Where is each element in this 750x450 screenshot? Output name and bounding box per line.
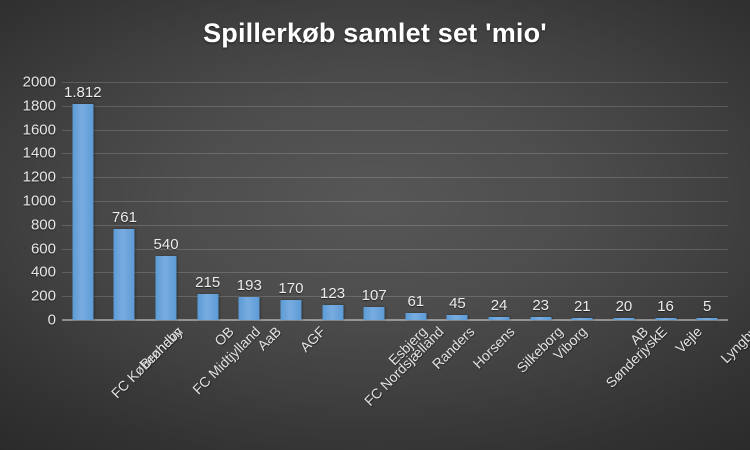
bar-group: 24: [478, 82, 520, 320]
x-axis-line: [62, 319, 728, 321]
y-axis-tick-label: 1000: [22, 192, 56, 210]
bar-group: 5: [686, 82, 728, 320]
y-axis-tick-label: 1600: [22, 121, 56, 139]
x-axis: FC København Brøndby FC Midtjylland OB AaB AG…: [62, 323, 750, 444]
bar[interactable]: [655, 318, 677, 320]
gridline: [62, 105, 728, 107]
bar-value-label: 5: [703, 298, 712, 315]
y-axis-tick-label: 200: [30, 287, 56, 305]
bar[interactable]: [696, 318, 718, 320]
bar[interactable]: [488, 317, 510, 320]
y-axis-tick-label: 800: [30, 216, 56, 234]
bar-group: 23: [520, 82, 562, 320]
bar-value-label: 123: [320, 285, 346, 303]
bar[interactable]: [280, 299, 302, 320]
gridline: [62, 272, 728, 274]
y-axis-tick-label: 0: [47, 311, 56, 329]
bar[interactable]: [363, 307, 385, 320]
y-axis-tick-label: 1200: [22, 168, 56, 186]
bar-group: 107: [353, 82, 395, 320]
bar[interactable]: [155, 255, 177, 320]
x-axis-tick-label: Vejle: [671, 323, 705, 357]
gridline: [62, 201, 728, 202]
bar-value-label: 61: [407, 292, 425, 310]
bar-group: 215: [187, 82, 229, 320]
bar-value-label: 170: [278, 279, 304, 297]
x-axis-tick-label: Lyngby: [717, 323, 750, 367]
x-axis-tick-label: AGF: [296, 323, 329, 355]
plot-area: 1.812 761 540 215 193 170 123 107 61 45 24 23 21 20 16…: [62, 82, 728, 321]
bar-value-label: 107: [361, 287, 387, 305]
bar[interactable]: [322, 305, 344, 320]
gridline: [62, 82, 728, 83]
bar-value-label: 24: [490, 297, 508, 315]
y-axis-tick-label: 2000: [22, 73, 56, 91]
bar[interactable]: [113, 229, 135, 320]
x-axis-tick-label: Brøndby: [137, 323, 186, 373]
gridline: [62, 177, 728, 179]
bar-value-label: 761: [111, 209, 137, 227]
x-axis-tick-label: AaB: [254, 323, 285, 354]
bar[interactable]: [613, 317, 635, 320]
x-axis-tick-label: FC Nordsjælland: [360, 323, 447, 409]
bar-value-label: 20: [615, 297, 633, 315]
gridline: [62, 129, 728, 131]
bar-value-label: 23: [532, 297, 550, 315]
bar-value-label: 215: [195, 274, 221, 292]
bar-group: 20: [603, 82, 645, 320]
bar-value-label: 45: [449, 294, 466, 312]
y-axis-tick-label: 1800: [22, 97, 56, 115]
bar-group: 170: [270, 82, 312, 320]
bar[interactable]: [530, 317, 552, 320]
bar[interactable]: [405, 312, 427, 320]
gridline: [62, 248, 728, 250]
x-axis-tick-label: Horsens: [470, 323, 519, 372]
bar-group: 123: [312, 82, 354, 320]
y-axis-tick-label: 400: [30, 263, 56, 281]
bar-group: 21: [562, 82, 604, 320]
gridline: [62, 153, 728, 155]
bar-group: 16: [645, 82, 687, 320]
bar-value-label: 16: [657, 298, 674, 315]
y-axis-tick-label: 1400: [22, 144, 56, 162]
bar[interactable]: [197, 294, 219, 320]
bar[interactable]: [238, 297, 260, 320]
bar[interactable]: [72, 104, 94, 320]
bar[interactable]: [571, 317, 593, 320]
bar-value-label: 193: [236, 277, 262, 295]
bar-group: 61: [395, 82, 437, 320]
bar-group: 1.812: [62, 82, 104, 320]
bar-value-label: 540: [153, 235, 179, 253]
bar-group: 540: [145, 82, 187, 320]
gridline: [62, 224, 728, 226]
y-axis: 0 200 400 600 800 1000 1200 1400 1600 1800 2000: [0, 75, 56, 328]
bar-group: 761: [104, 82, 146, 320]
bar-group: 45: [437, 82, 479, 320]
chart-title: Spillerkøb samlet set 'mio': [203, 18, 547, 48]
gridline: [62, 296, 728, 298]
bar-group: 193: [229, 82, 271, 320]
bar-value-label: 1.812: [64, 84, 102, 102]
bar-value-label: 21: [573, 297, 591, 315]
bar[interactable]: [446, 314, 468, 320]
y-axis-tick-label: 600: [30, 240, 56, 258]
